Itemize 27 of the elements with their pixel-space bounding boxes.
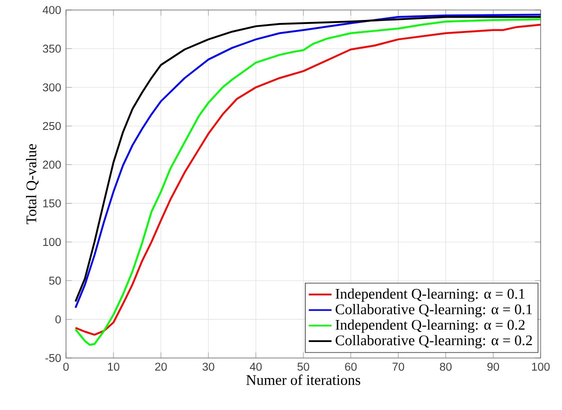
x-tick-label: 90 <box>487 362 500 371</box>
y-tick-label: 200 <box>42 160 61 169</box>
y-axis-title: Total Q-value <box>26 144 39 224</box>
y-tick-label: 100 <box>43 238 61 246</box>
legend-label: Independent Q-learning: α = 0.1 <box>336 288 524 302</box>
y-tick-label: -50 <box>45 354 61 362</box>
y-tick-label: 150 <box>43 199 61 208</box>
legend-label: Collaborative Q-learning: α = 0.2 <box>336 335 532 348</box>
x-tick-label: 100 <box>532 362 550 371</box>
x-tick-label: 40 <box>250 362 262 371</box>
x-tick-label: 30 <box>202 362 214 371</box>
x-axis-title: Numer of iterations <box>246 374 360 386</box>
x-tick-label: 10 <box>108 362 120 371</box>
x-tick-label: 0 <box>63 362 69 371</box>
x-tick-label: 80 <box>440 362 452 371</box>
y-tick-label: 300 <box>42 83 61 92</box>
y-tick-label: 50 <box>49 276 61 285</box>
x-tick-label: 50 <box>297 362 310 371</box>
y-tick-label: 350 <box>42 44 61 53</box>
legend-label: Collaborative Q-learning: α = 0.1 <box>336 304 532 318</box>
y-tick-label: 0 <box>55 315 61 324</box>
y-tick-label: 250 <box>42 122 61 130</box>
x-tick-label: 20 <box>155 362 167 371</box>
y-tick-label: 400 <box>42 6 61 14</box>
x-tick-label: 60 <box>345 362 357 371</box>
x-tick-label: 70 <box>392 362 404 371</box>
legend-label: Independent Q-learning: α = 0.2 <box>336 319 525 333</box>
